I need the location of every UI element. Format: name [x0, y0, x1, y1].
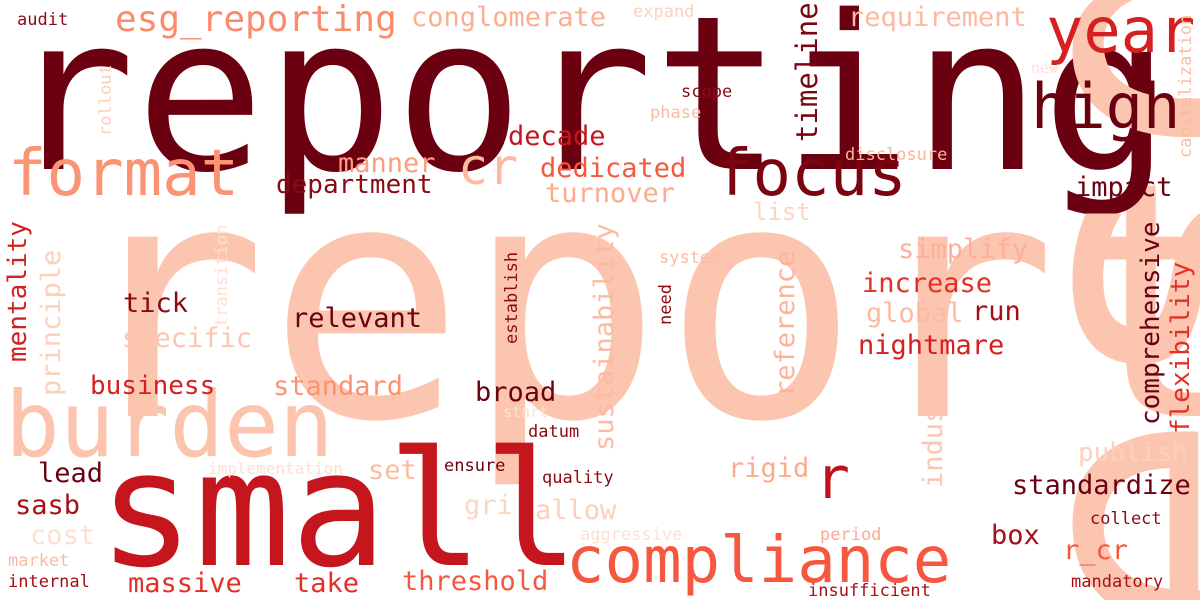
word-relevant: relevant [292, 303, 423, 334]
word-lead: lead [38, 458, 104, 489]
word-market: market [8, 551, 70, 571]
word-esg-reporting: esg_reporting [115, 0, 397, 40]
word-system: system [659, 248, 721, 268]
word-burden: burden [5, 373, 334, 478]
word-broad: broad [475, 377, 557, 408]
word-internal: internal [8, 572, 90, 592]
word-conglomerate: conglomerate [411, 2, 607, 33]
word-year: year [1046, 0, 1196, 67]
word-comprehensive: comprehensive [1136, 221, 1166, 426]
word-sustainability: sustainability [589, 223, 620, 451]
word-r-cr: r_cr [1063, 535, 1129, 566]
word-threshold: threshold [402, 566, 549, 597]
word-publish: publish [1078, 438, 1188, 468]
word-gri: gri [464, 490, 513, 521]
word-ensure: ensure [444, 456, 506, 476]
word-rollout: rollout [96, 64, 116, 136]
word-insufficient: insufficient [808, 581, 931, 600]
word-quality: quality [542, 468, 614, 488]
word-manner: manner [338, 148, 436, 179]
word-specific: specific [122, 323, 253, 354]
word-cr: cr [458, 138, 519, 196]
word-requirement: requirement [848, 2, 1027, 33]
word-industry: industry [918, 357, 949, 488]
word-take: take [294, 568, 360, 599]
word-massive: massive [128, 568, 242, 599]
word-global: global [866, 298, 964, 329]
word-collect: collect [1090, 509, 1162, 529]
word-audit: audit [17, 10, 69, 30]
word-implementation: implementation [208, 459, 343, 478]
word-r: r [815, 444, 850, 512]
word-mentality: mentality [3, 221, 33, 362]
word-impact: impact [1075, 172, 1173, 203]
word-new: new [1031, 59, 1059, 77]
word-box: box [991, 520, 1040, 551]
word-increase: increase [862, 268, 993, 299]
word-report: report [70, 113, 1200, 494]
word-establish: establish [502, 251, 522, 344]
word-period: period [820, 525, 882, 545]
word-turnover: turnover [545, 178, 676, 209]
word-sasb: sasb [15, 490, 81, 521]
word-dedicated: dedicated [540, 153, 687, 184]
word-decade: decade [508, 121, 606, 152]
word-run: run [972, 296, 1021, 327]
word-mandatory: mandatory [1071, 572, 1164, 592]
word-scope: scope [681, 82, 733, 102]
word-list: list [753, 198, 811, 226]
word-compliance: compliance [566, 524, 952, 598]
word-aggressive: aggressive [580, 525, 683, 545]
word-focus: focus [714, 137, 907, 211]
word-expand: expand [633, 2, 695, 22]
word-reference: reference [770, 250, 801, 397]
word-transition: transition [212, 224, 232, 327]
word-business: business [90, 371, 216, 401]
word-phase: phase [650, 103, 702, 123]
word-set: set [368, 455, 417, 486]
word-standard: standard [273, 371, 404, 402]
word-timeline: timeline [790, 2, 824, 142]
word-reporting: reporting [6, 0, 1171, 220]
word-standardize: standardize [1012, 470, 1191, 501]
word-high: high [1031, 70, 1181, 143]
word-rigid: rigid [728, 453, 810, 484]
word-capitalization: capitalization [1176, 14, 1196, 158]
word-principle: principle [36, 249, 67, 396]
word-start: start [503, 403, 549, 421]
word-disclosure: disclosure [845, 145, 948, 165]
word-nightmare: nightmare [858, 330, 1005, 361]
word-tick: tick [123, 288, 189, 319]
word-datum: datum [528, 422, 580, 442]
word-department: department [276, 170, 433, 200]
word-small: small [98, 416, 580, 600]
word-simplify: simplify [898, 234, 1029, 265]
word-allow: allow [535, 495, 617, 526]
word-cost: cost [30, 520, 96, 551]
word-need: need [656, 284, 676, 325]
word-format: format [8, 137, 240, 211]
word-flexibility: flexibility [1166, 261, 1196, 434]
